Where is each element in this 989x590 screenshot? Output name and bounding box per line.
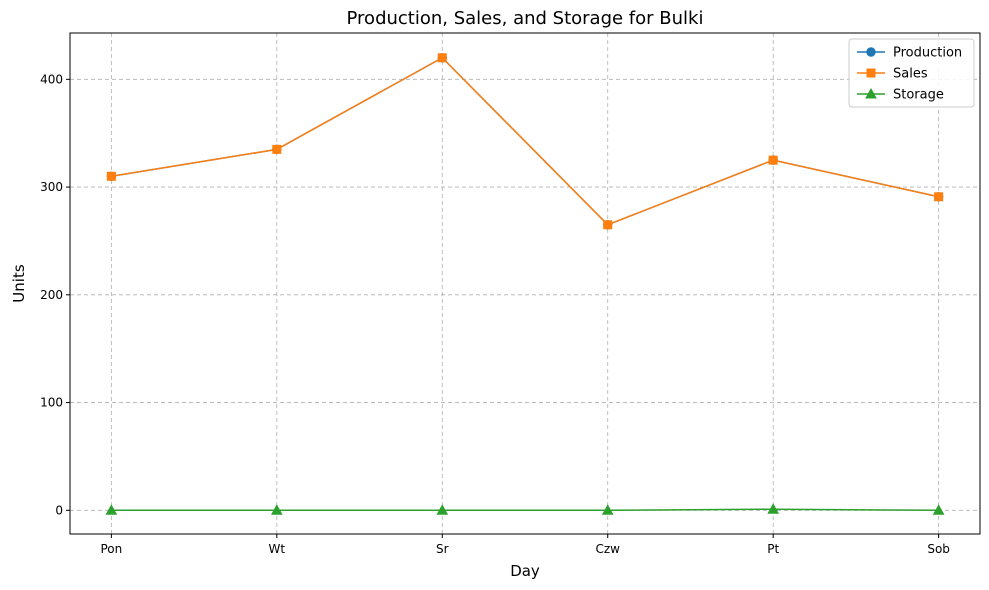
x-tick-label: Sr: [436, 542, 449, 556]
legend-marker: [865, 87, 877, 99]
series-storage: [105, 503, 945, 515]
legend-label: Storage: [893, 88, 944, 103]
y-axis-title: Units: [10, 264, 28, 303]
data-point: [437, 53, 447, 63]
x-axis-title: Day: [510, 562, 540, 580]
legend-item-storage: Storage: [857, 88, 944, 103]
x-tick-label: Wt: [269, 542, 286, 556]
chart-title: Production, Sales, and Storage for Bulki: [347, 8, 704, 29]
data-point: [436, 504, 449, 515]
x-tick-label: Czw: [595, 542, 620, 556]
legend-marker: [866, 68, 876, 78]
x-tick-label: Sob: [927, 542, 950, 556]
data-point: [106, 171, 116, 181]
legend-item-sales: Sales: [857, 67, 928, 82]
y-tick-label: 300: [40, 180, 63, 194]
legend-marker: [866, 47, 876, 57]
data-point: [603, 220, 613, 230]
y-tick-label: 200: [40, 288, 63, 302]
data-point: [270, 504, 283, 515]
data-point: [601, 504, 614, 515]
legend-label: Sales: [893, 67, 928, 82]
x-tick-label: Pt: [767, 542, 779, 556]
legend: Production Sales Storage: [848, 38, 975, 108]
series-sales: [106, 53, 944, 230]
y-tick-label: 400: [40, 72, 63, 86]
y-tick-label: 100: [40, 396, 63, 410]
axes: Pon Wt Sr Czw Pt Sob 0 100 200 300 400: [40, 32, 981, 556]
legend-item-production: Production: [857, 46, 962, 61]
plot-frame: [69, 32, 981, 535]
data-point: [932, 504, 945, 515]
data-point: [934, 192, 944, 202]
series-line: [111, 508, 939, 512]
data-point: [105, 504, 118, 515]
legend-label: Production: [893, 46, 962, 61]
series-line: [111, 56, 939, 226]
x-tick-label: Pon: [100, 542, 122, 556]
data-point: [272, 144, 282, 154]
legend-box: [848, 38, 975, 108]
y-tick-label: 0: [55, 503, 63, 517]
data-point: [767, 503, 780, 514]
data-point: [768, 155, 778, 165]
series-layer: [105, 53, 945, 515]
